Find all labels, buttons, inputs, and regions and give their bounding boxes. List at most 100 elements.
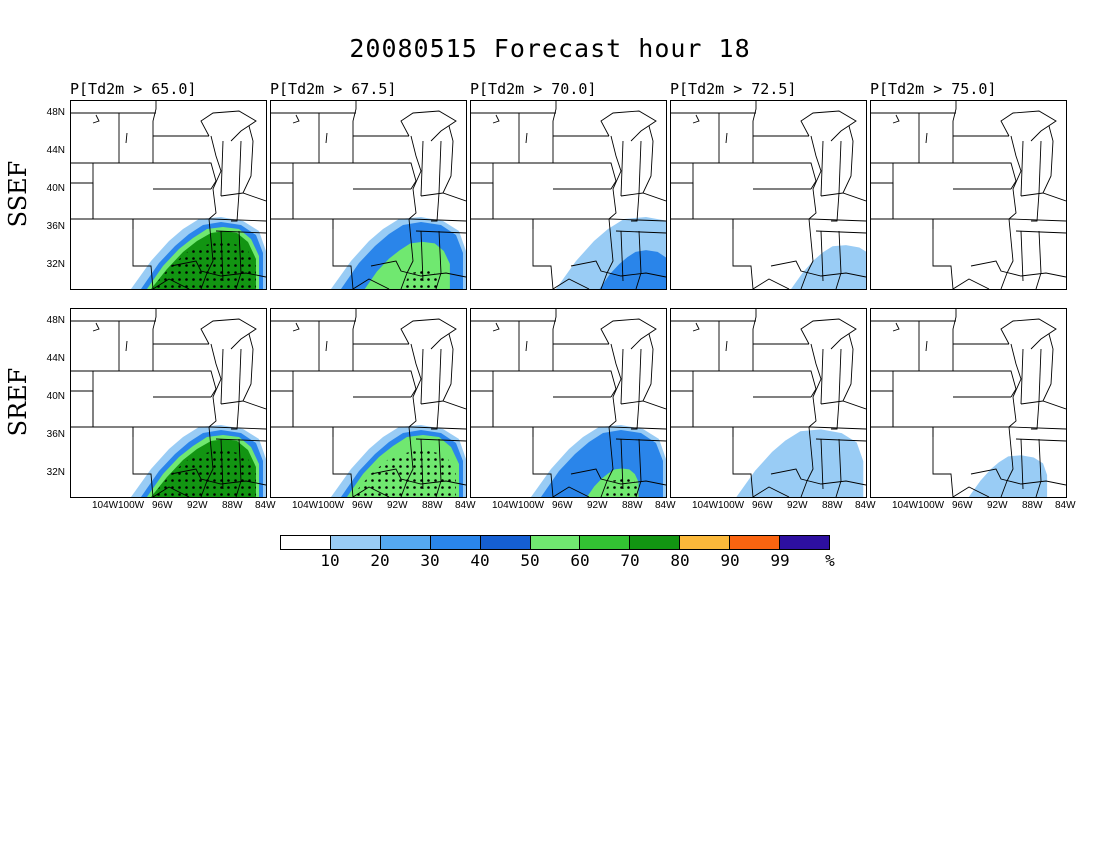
- map-panel-ssef-1: [70, 100, 267, 290]
- boundary-line: [638, 348, 642, 402]
- boundary-line: [610, 218, 666, 222]
- boundary-line: [692, 322, 700, 332]
- boundary-line: [820, 348, 824, 405]
- longitude-label: 96W: [752, 500, 773, 511]
- boundary-line: [420, 348, 424, 405]
- boundary-line: [552, 486, 590, 497]
- colorbar-cell: [330, 536, 381, 549]
- boundary-line: [570, 468, 666, 486]
- boundary-line: [835, 230, 842, 289]
- colorbar: [280, 535, 830, 550]
- boundary-line: [953, 370, 1017, 398]
- boundary-line: [170, 468, 266, 486]
- boundary-line: [610, 426, 666, 430]
- boundary-line: [1035, 438, 1042, 497]
- boundary-line: [242, 125, 254, 194]
- map-canvas: [471, 101, 666, 289]
- boundary-line: [1015, 438, 1066, 442]
- colorbar-label: 30: [420, 551, 440, 570]
- boundary-line: [400, 135, 422, 289]
- boundary-line: [352, 486, 390, 497]
- boundary-line: [842, 333, 854, 402]
- column-title: P[Td2m > 65.0]: [70, 80, 197, 98]
- boundary-line: [235, 230, 242, 289]
- boundary-line: [471, 320, 520, 372]
- boundary-line: [492, 114, 500, 124]
- boundary-line: [292, 114, 300, 124]
- boundary-line: [953, 162, 1017, 190]
- longitude-label: 100W: [118, 500, 145, 511]
- boundary-line: [893, 101, 957, 164]
- longitude-label: 84W: [855, 500, 876, 511]
- boundary-line: [200, 343, 222, 497]
- boundary-line: [1042, 333, 1054, 402]
- latitude-label: 48N: [46, 107, 65, 118]
- boundary-line: [325, 340, 328, 352]
- boundary-line: [620, 438, 624, 490]
- boundary-line: [525, 132, 528, 144]
- longitude-label: 92W: [787, 500, 808, 511]
- boundary-line: [800, 318, 857, 350]
- boundary-line: [753, 370, 817, 398]
- boundary-line: [800, 343, 822, 497]
- boundary-line: [231, 192, 240, 222]
- boundary-line: [671, 182, 694, 220]
- longitude-label: 96W: [352, 500, 373, 511]
- boundary-line: [871, 390, 894, 428]
- boundary-line: [820, 438, 824, 490]
- boundary-line: [638, 140, 642, 194]
- boundary-line: [842, 125, 854, 194]
- longitude-label: 104W: [92, 500, 119, 511]
- boundary-line: [431, 192, 440, 222]
- boundary-line: [492, 163, 554, 289]
- latitude-label: 40N: [46, 391, 65, 402]
- longitude-label: 84W: [255, 500, 276, 511]
- boundary-line: [153, 162, 217, 190]
- boundary-line: [93, 309, 157, 372]
- colorbar-label: 60: [570, 551, 590, 570]
- boundary-line: [410, 218, 466, 222]
- boundary-line: [615, 230, 666, 234]
- colorbar-cell: [281, 536, 331, 549]
- boundary-line: [125, 340, 128, 352]
- boundary-line: [693, 101, 757, 164]
- colorbar-cell: [380, 536, 431, 549]
- map-canvas: [271, 101, 466, 289]
- boundary-line: [635, 438, 642, 497]
- boundary-line: [1020, 438, 1024, 490]
- prob-area-10: [968, 455, 1048, 497]
- boundary-line: [553, 370, 617, 398]
- boundary-line: [615, 438, 666, 442]
- boundary-line: [752, 278, 790, 289]
- boundary-line: [400, 318, 457, 350]
- boundary-line: [820, 230, 824, 282]
- boundary-line: [152, 278, 190, 289]
- map-panel-sref-4: [670, 308, 867, 498]
- boundary-line: [125, 132, 128, 144]
- boundary-line: [435, 230, 442, 289]
- longitude-label: 96W: [152, 500, 173, 511]
- boundary-line: [293, 101, 357, 164]
- map-panel-sref-2: [270, 308, 467, 498]
- boundary-line: [693, 309, 757, 372]
- boundary-line: [170, 260, 266, 278]
- colorbar-label: 90: [720, 551, 740, 570]
- longitude-label: 92W: [387, 500, 408, 511]
- longitude-label: 104W: [492, 500, 519, 511]
- boundary-line: [600, 318, 657, 350]
- boundary-line: [810, 218, 866, 222]
- latitude-label: 40N: [46, 183, 65, 194]
- boundary-line: [838, 140, 842, 194]
- boundary-line: [871, 182, 894, 220]
- longitude-label: 92W: [587, 500, 608, 511]
- boundary-line: [271, 182, 294, 220]
- boundary-line: [438, 140, 442, 194]
- boundary-line: [420, 140, 424, 197]
- boundary-line: [471, 390, 494, 428]
- boundary-line: [671, 112, 720, 164]
- colorbar-cell: [730, 536, 781, 549]
- boundary-line: [210, 218, 266, 222]
- boundary-line: [815, 230, 866, 234]
- longitude-label: 104W: [692, 500, 719, 511]
- longitude-label: 84W: [455, 500, 476, 511]
